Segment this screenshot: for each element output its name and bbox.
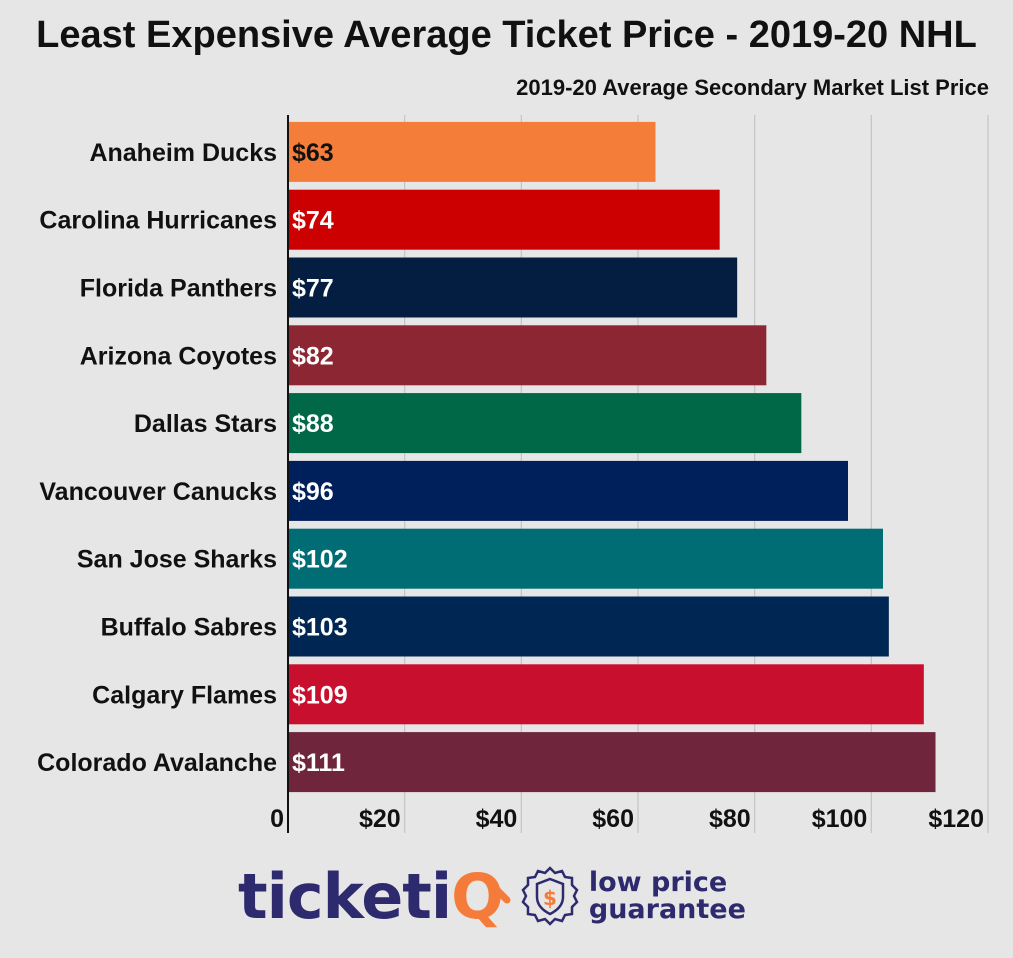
bar-value-label-carolina-hurricanes: $74 [292,207,334,235]
category-label-colorado-avalanche: Colorado Avalanche [37,749,277,777]
bar-value-label-calgary-flames: $109 [292,681,348,709]
bar-chart: $63 Anaheim Ducks $74 Carolina Hurricanes $7… [37,115,989,833]
bar-value-label-arizona-coyotes: $82 [292,342,334,370]
bar-carolina-hurricanes [288,189,720,250]
bar-buffalo-sabres [288,596,889,657]
bar-colorado-avalanche [288,732,936,793]
category-label-vancouver-canucks: Vancouver Canucks [39,478,277,506]
brand-wordmark: ticketi Q [238,860,511,933]
shield-badge-icon: $ [521,866,579,926]
tagline-line1: low price [588,867,728,898]
tagline-line2: guarantee [588,894,746,925]
x-tick-label-80: $80 [709,805,751,833]
x-tick-label-20: $20 [359,805,401,833]
category-label-florida-panthers: Florida Panthers [80,275,277,303]
category-label-dallas-stars: Dallas Stars [134,410,277,438]
bar-calgary-flames [288,664,924,725]
brand-accent-text: Q [451,859,504,933]
badge-dollar-text: $ [543,886,557,910]
bar-value-label-buffalo-sabres: $103 [292,614,348,642]
bar-arizona-coyotes [288,325,767,386]
magnifier-handle-icon [488,882,511,904]
bar-value-label-vancouver-canucks: $96 [292,478,334,506]
bar-value-label-colorado-avalanche: $111 [292,749,345,777]
chart-subtitle: 2019-20 Average Secondary Market List Pr… [516,75,989,100]
bar-value-label-florida-panthers: $77 [292,275,334,303]
category-label-anaheim-ducks: Anaheim Ducks [89,139,277,167]
bar-value-label-san-jose-sharks: $102 [292,546,348,574]
category-label-carolina-hurricanes: Carolina Hurricanes [39,207,277,235]
bar-florida-panthers [288,257,738,318]
x-tick-label-40: $40 [476,805,518,833]
category-label-san-jose-sharks: San Jose Sharks [77,546,277,574]
x-tick-label-100: $100 [812,805,868,833]
bar-vancouver-canucks [288,460,848,521]
brand-main-text: ticketi [238,859,452,933]
category-label-buffalo-sabres: Buffalo Sabres [101,614,277,642]
ticketiq-logo: ticketi Q $ low price guarantee [238,858,746,934]
bar-san-jose-sharks [288,528,883,589]
chart-title: Least Expensive Average Ticket Price - 2… [36,14,977,56]
x-tick-label-120: $120 [928,805,984,833]
x-tick-label-0: 0 [270,805,284,833]
x-tick-label-60: $60 [592,805,634,833]
category-label-calgary-flames: Calgary Flames [92,681,277,709]
bar-anaheim-ducks [288,121,656,182]
bar-dallas-stars [288,393,802,454]
bar-value-label-dallas-stars: $88 [292,410,334,438]
tagline: low price guarantee [589,869,746,923]
category-label-arizona-coyotes: Arizona Coyotes [80,342,277,370]
bar-value-label-anaheim-ducks: $63 [292,139,334,167]
